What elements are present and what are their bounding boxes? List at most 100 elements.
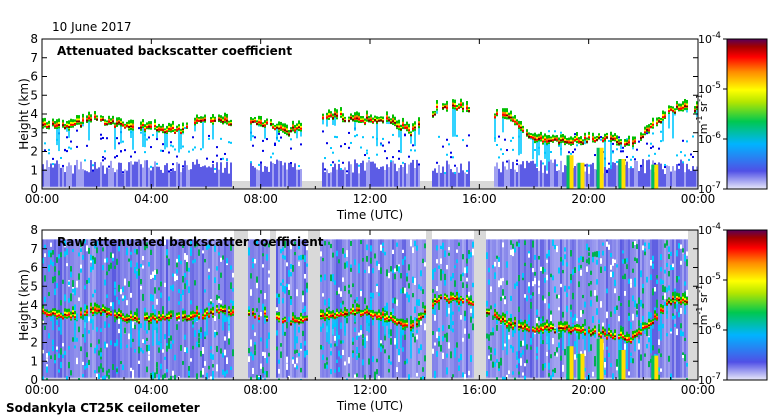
noise-speck [458, 306, 460, 312]
noise-speck [198, 337, 200, 344]
noise-speck [564, 254, 566, 260]
cloud-core [248, 313, 250, 316]
noise-speck [416, 372, 418, 377]
boundary-layer [122, 173, 124, 187]
noise-speck [184, 253, 186, 260]
cloud-core [568, 141, 570, 144]
noise-speck [598, 319, 600, 323]
boundary-layer [184, 160, 186, 187]
ground-noise [536, 377, 538, 380]
noise-speck [280, 343, 282, 347]
noise-speck [168, 343, 170, 349]
noise-speck [504, 343, 506, 347]
noise-speck [458, 358, 460, 362]
cloud-core [552, 327, 554, 330]
cloud-core [616, 140, 618, 143]
noise-speck [534, 277, 536, 285]
ground-noise [296, 377, 298, 380]
noise-column [190, 239, 192, 378]
noise-speck [230, 141, 232, 144]
ground-noise [92, 186, 94, 189]
cloud-core [504, 114, 506, 117]
boundary-layer [362, 160, 364, 187]
noise-speck [200, 148, 202, 151]
noise-column [462, 239, 464, 378]
noise-speck [600, 258, 602, 264]
cloud-core [130, 316, 132, 319]
boundary-layer [370, 161, 372, 187]
noise-speck [552, 275, 554, 281]
cloud-core [124, 319, 126, 322]
noise-speck [340, 340, 342, 344]
boundary-layer [616, 165, 618, 187]
ground-noise [114, 186, 116, 189]
noise-speck [364, 154, 366, 157]
noise-speck [468, 333, 470, 339]
precip-streak [354, 316, 356, 323]
noise-speck [248, 356, 250, 362]
noise-speck [624, 258, 626, 264]
ground-noise [356, 377, 358, 380]
noise-speck [342, 340, 344, 344]
boundary-layer [338, 163, 340, 187]
boundary-layer [260, 162, 262, 187]
precip-streak [620, 144, 622, 150]
noise-column [494, 239, 496, 378]
noise-speck [500, 296, 502, 301]
noise-speck [150, 165, 152, 168]
rain-shaft-edge [596, 338, 600, 380]
ground-noise [544, 377, 546, 380]
noise-speck [330, 343, 332, 348]
ground-noise [526, 377, 528, 380]
noise-speck [638, 343, 640, 350]
ground-noise [436, 186, 438, 189]
noise-speck [542, 295, 544, 301]
precip-streak [58, 128, 60, 152]
noise-speck [350, 294, 352, 298]
cloud-core [100, 118, 102, 121]
boundary-layer [418, 163, 420, 187]
boundary-layer [136, 161, 138, 187]
noise-speck [644, 248, 646, 253]
noise-speck [380, 343, 382, 347]
cloud-core [282, 321, 284, 324]
no-data-column [490, 181, 492, 189]
ground-noise [388, 186, 390, 189]
ground-noise [534, 377, 536, 380]
cloud-core [586, 140, 588, 143]
no-data-column [318, 230, 320, 380]
ground-noise [442, 186, 444, 189]
noise-speck [354, 135, 356, 138]
ground-noise [300, 186, 302, 189]
noise-speck [606, 311, 608, 319]
noise-speck [502, 294, 504, 299]
noise-column [640, 239, 642, 378]
ground-noise [386, 186, 388, 189]
noise-speck [524, 363, 526, 367]
noise-speck [146, 366, 148, 373]
noise-speck [62, 312, 64, 316]
noise-speck [192, 136, 194, 139]
cloud-core [568, 329, 570, 332]
cloud-core [660, 121, 662, 124]
noise-speck [636, 313, 638, 317]
cloud-core [382, 120, 384, 123]
ground-noise [434, 186, 436, 189]
cloud-core [60, 315, 62, 318]
noise-speck [266, 338, 268, 346]
noise-speck [220, 257, 222, 262]
ground-noise [200, 377, 202, 380]
noise-speck [106, 343, 108, 348]
noise-column [346, 239, 348, 378]
ground-noise [366, 186, 368, 189]
noise-speck [110, 252, 112, 259]
noise-speck [76, 313, 78, 321]
noise-column [562, 239, 564, 378]
noise-speck [512, 346, 514, 353]
cloud-core [596, 138, 598, 141]
noise-speck [622, 150, 624, 153]
noise-speck [552, 371, 554, 377]
cloud-core [90, 308, 92, 311]
cloud-core [676, 297, 678, 300]
noise-speck [632, 295, 634, 302]
